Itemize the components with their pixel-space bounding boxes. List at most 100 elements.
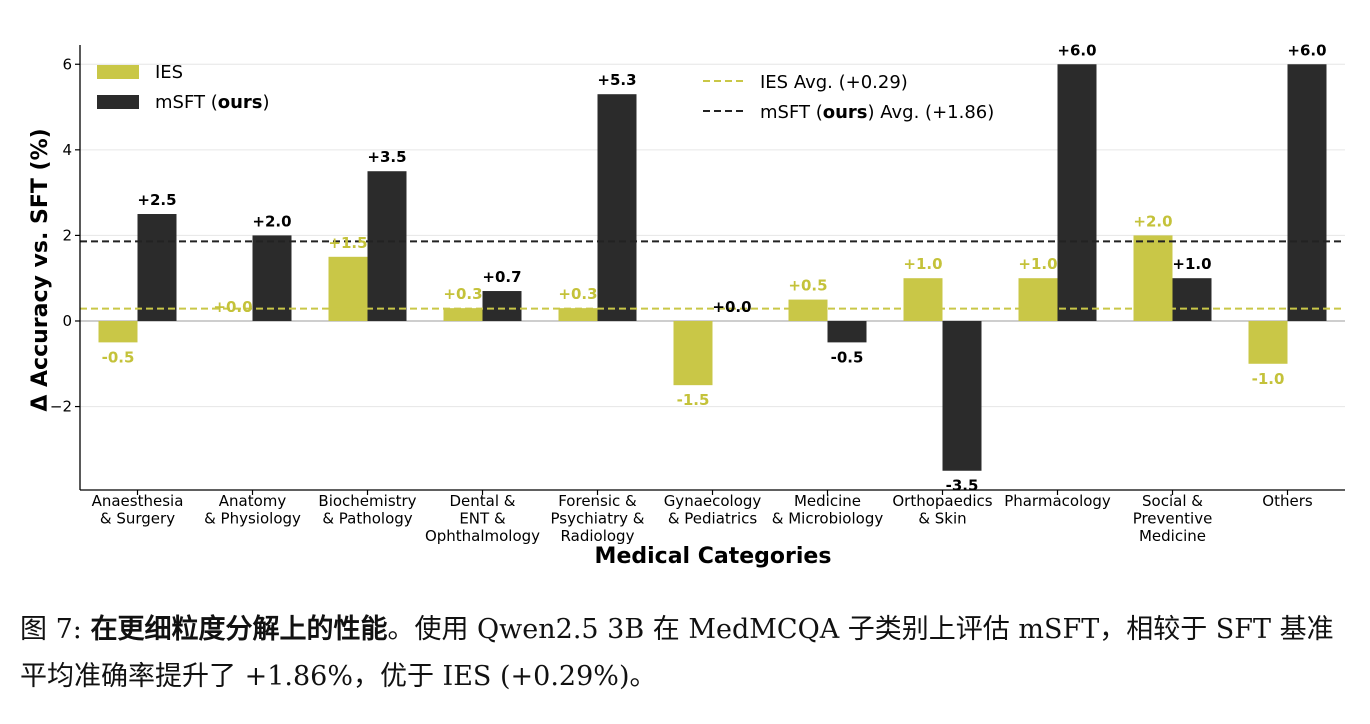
x-tick-label-line: Social & [1142,492,1203,510]
ies-value-label: -1.5 [677,391,710,409]
ies-value-label: +1.0 [1018,255,1057,273]
msft-value-label: +1.0 [1172,255,1211,273]
y-tick-label: −2 [50,398,72,416]
x-tick-label-line: Medicine [794,492,861,510]
msft-bar [827,320,867,343]
bar-chart: -0.5 +0.0 +1.5 +0.3 +0.3 -1.5 +0.5 +1.0 +1.0 +2.0… [28,41,1345,569]
x-tick-label-line: Orthopaedics [892,492,992,510]
ies-value-label: +1.0 [903,255,942,273]
y-tick-label: 6 [62,55,72,73]
x-tick-label: Others [1262,492,1313,510]
legend-label-msft: mSFT (ours) [155,92,270,113]
x-ticks: Anaesthesia & Surgery Anatomy & Physiology B… [92,490,1313,545]
x-tick-label: Orthopaedics & Skin [892,492,992,528]
ies-bar [903,278,943,321]
caption-prefix: 图 7: [20,614,91,645]
ies-bar [443,308,483,321]
legend-label-msft-prefix: mSFT ( [155,92,218,113]
x-tick-label-line: Anaesthesia [92,492,184,510]
msft-value-label: +0.7 [482,268,521,286]
legend-swatch-msft [97,95,139,109]
msft-bar [252,235,292,321]
caption-bold: 在更细粒度分解上的性能 [90,614,388,645]
msft-bar [137,214,177,321]
legend-label-msft-avg-suffix: ) Avg. (+1.86) [868,102,995,123]
x-tick-label-line: Ophthalmology [425,527,540,545]
ies-bar [558,308,598,321]
x-tick-label-line: ENT & [459,510,506,528]
msft-value-label: +5.3 [597,71,636,89]
x-tick-label-line: Medicine [1139,527,1206,545]
x-tick-label-line: Anatomy [219,492,287,510]
x-tick-label-line: & Pathology [322,510,412,528]
ies-bar [1133,235,1173,321]
msft-bar [597,94,637,321]
x-tick-label: Social & Preventive Medicine [1133,492,1213,545]
ies-bar [98,320,138,343]
legend-label-ies-avg: IES Avg. (+0.29) [760,72,908,93]
msft-bar [942,320,982,471]
ies-value-label: -0.5 [102,348,135,366]
x-tick-label-line: & Microbiology [772,510,884,528]
x-axis-label: Medical Categories [595,544,832,569]
legend: IES mSFT (ours) [97,62,270,113]
msft-value-label: +2.0 [252,212,291,230]
msft-bar [482,291,522,321]
x-tick-label-line: Biochemistry [318,492,416,510]
bars [98,64,1327,471]
legend-swatch-ies [97,65,139,79]
msft-bar [1057,64,1097,321]
reference-legend: IES Avg. (+0.29) mSFT (ours) Avg. (+1.86) [703,72,994,123]
figure-caption: 图 7: 在更细粒度分解上的性能。使用 Qwen2.5 3B 在 MedMCQA… [20,606,1360,700]
ies-value-label: +0.3 [558,285,597,303]
bar-labels: -0.5 +0.0 +1.5 +0.3 +0.3 -1.5 +0.5 +1.0 +1.0 +2.0… [102,41,1327,494]
msft-bar [367,171,407,321]
x-tick-label: Pharmacology [1004,492,1111,510]
legend-label-msft-avg-bold: ours [823,102,868,123]
x-tick-label-line: Others [1262,492,1313,510]
y-tick-label: 4 [62,141,72,159]
x-tick-label: Anaesthesia & Surgery [92,492,184,528]
ies-value-label: +1.5 [328,234,367,252]
x-tick-label-line: Radiology [561,527,635,545]
legend-label-msft-bold: ours [218,92,263,113]
reference-lines [80,240,1345,310]
x-tick-label: Forensic & Psychiatry & Radiology [551,492,645,545]
y-tick-label: 2 [62,226,72,244]
x-tick-label-line: Psychiatry & [551,510,645,528]
msft-value-label: +0.0 [712,298,751,316]
msft-value-label: +2.5 [137,191,176,209]
y-axis-label: Δ Accuracy vs. SFT (%) [28,128,53,411]
x-tick-label-line: & Physiology [204,510,301,528]
ies-bar [1248,320,1288,364]
x-tick-label: Dental & ENT & Ophthalmology [425,492,540,545]
ies-value-label: +2.0 [1133,212,1172,230]
ies-bar [1018,278,1058,321]
x-tick-label-line: Gynaecology [664,492,762,510]
legend-label-ies: IES [155,62,183,83]
ies-bar [328,256,368,321]
msft-bar [1287,64,1327,321]
legend-label-msft-avg-prefix: mSFT ( [760,102,823,123]
msft-bar [1172,278,1212,321]
caption-text: 。使用 Qwen2.5 3B 在 MedMCQA 子类别上评估 mSFT，相较于… [20,614,1334,692]
ies-bar [788,299,828,321]
x-tick-label-line: & Skin [918,510,966,528]
x-tick-label: Anatomy & Physiology [204,492,301,528]
y-tick-label: 0 [62,312,72,330]
x-tick-label-line: Forensic & [558,492,637,510]
x-tick-label: Gynaecology & Pediatrics [664,492,762,528]
msft-value-label: +3.5 [367,148,406,166]
msft-value-label: -0.5 [831,348,864,366]
msft-value-label: +6.0 [1287,41,1326,59]
ies-value-label: +0.0 [213,298,252,316]
ies-value-label: -1.0 [1252,370,1285,388]
ies-bar [673,320,713,386]
msft-value-label: +6.0 [1057,41,1096,59]
ies-value-label: +0.3 [443,285,482,303]
ies-value-label: +0.5 [788,277,827,295]
y-ticks: −2 0 2 4 6 [50,55,80,416]
x-tick-label-line: & Pediatrics [668,510,758,528]
x-tick-label-line: Dental & [450,492,516,510]
legend-label-msft-avg: mSFT (ours) Avg. (+1.86) [760,102,994,123]
